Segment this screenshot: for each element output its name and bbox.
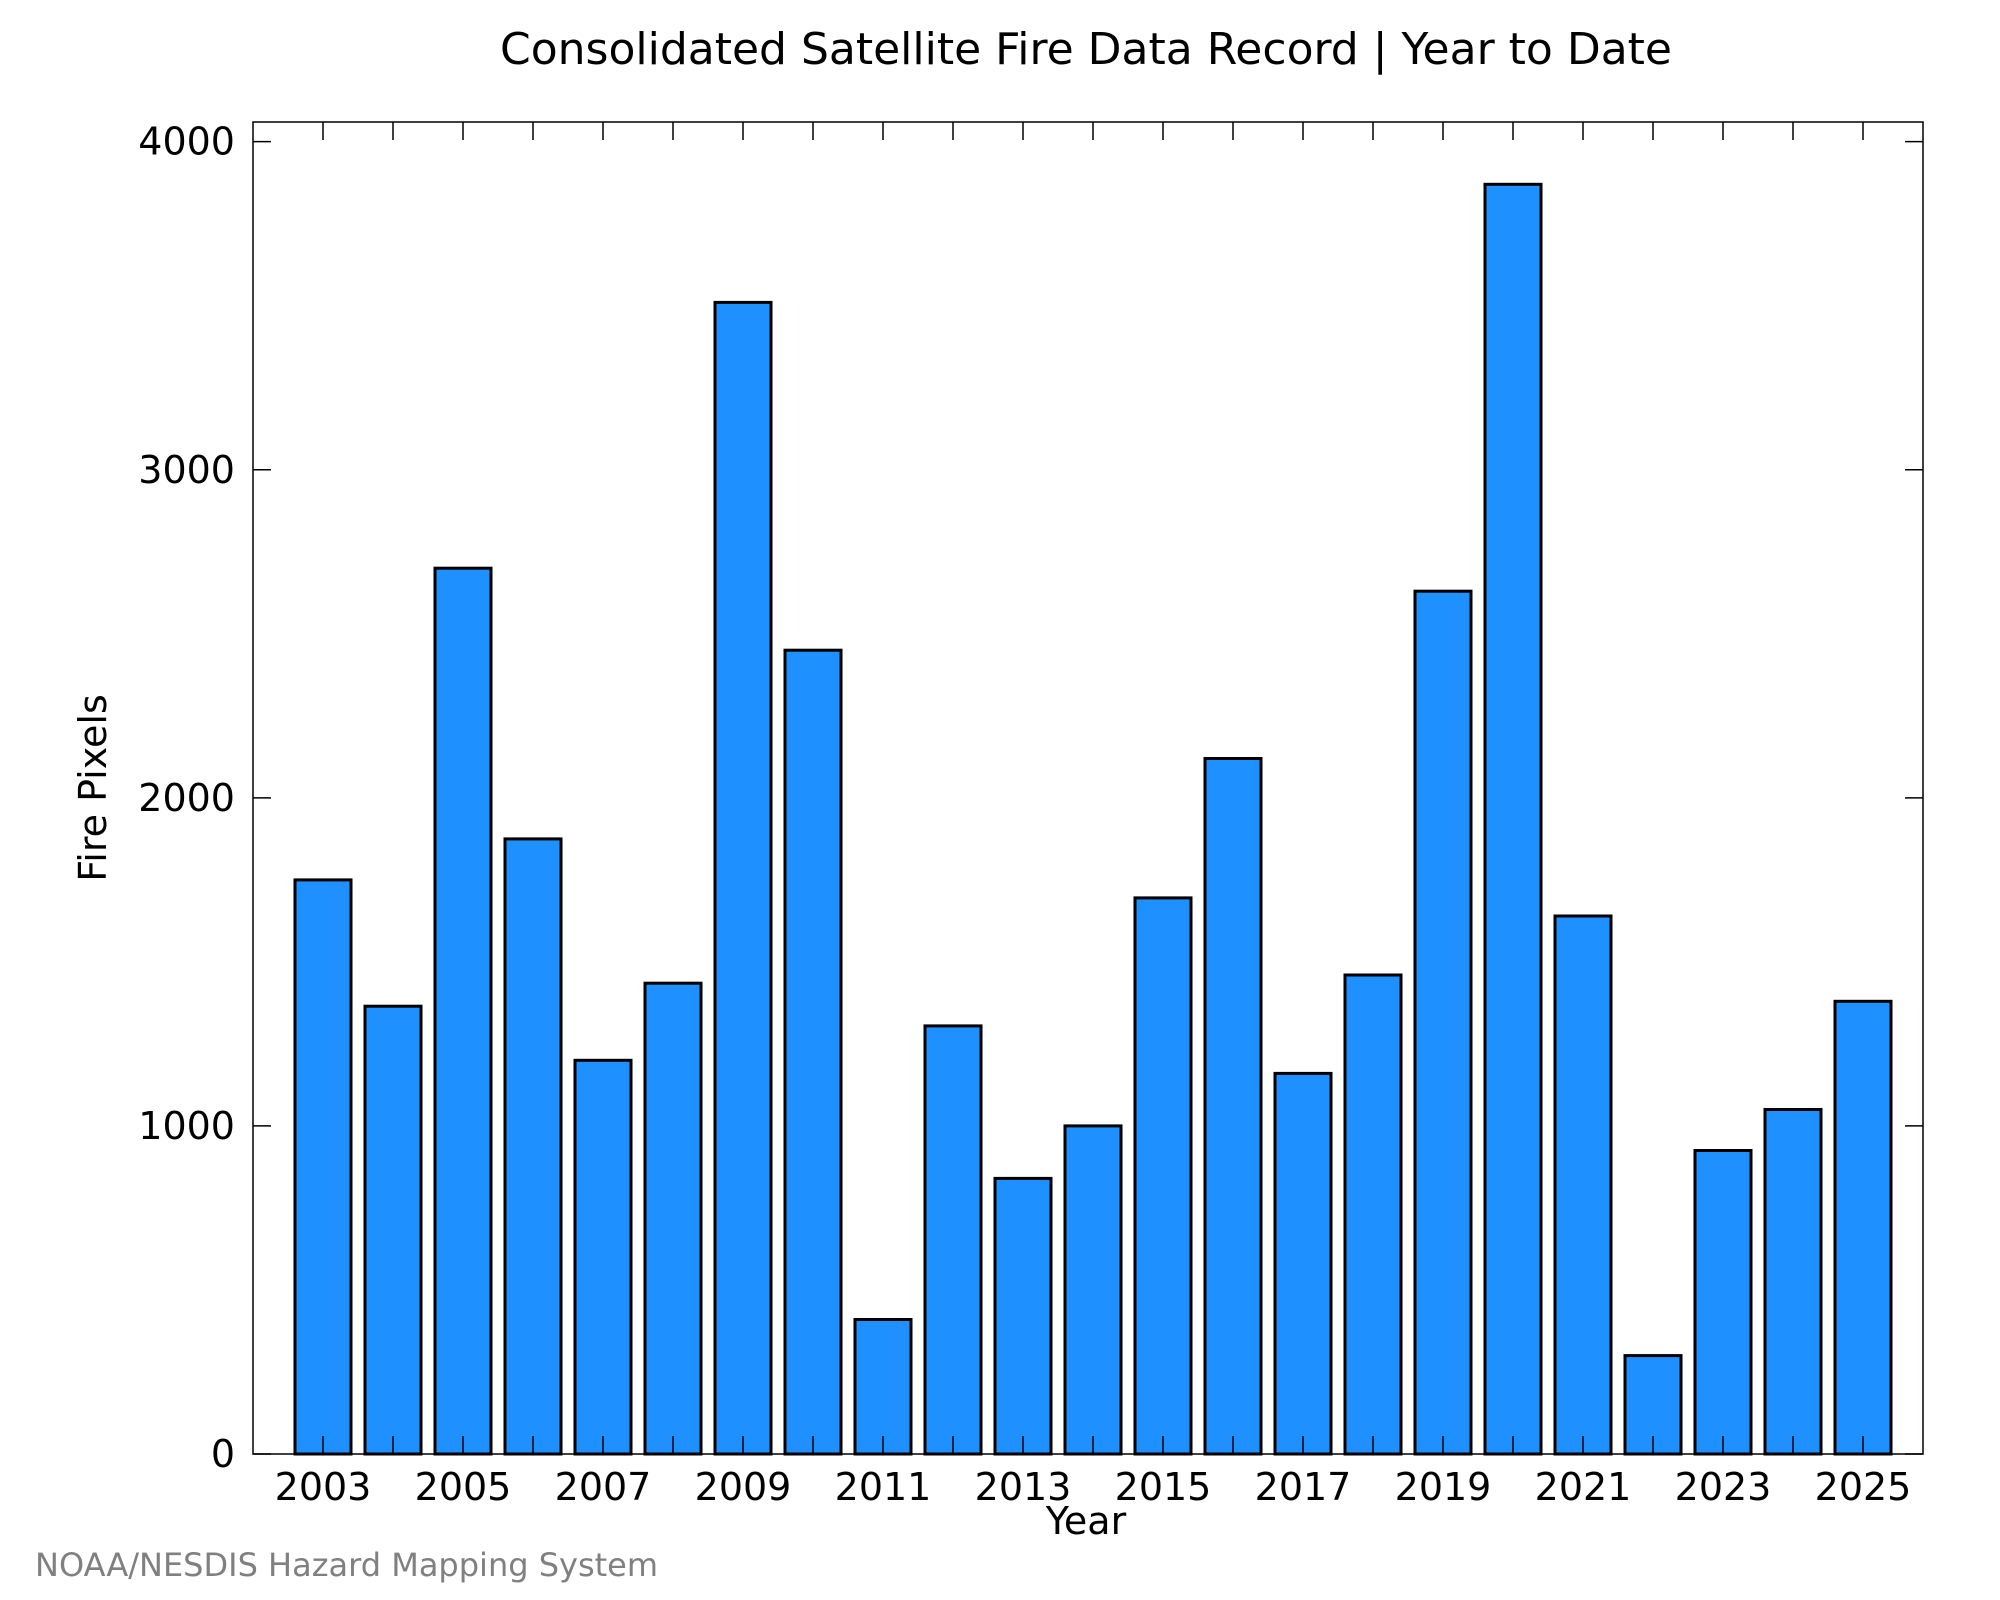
x-tick-label-2013: 2013	[975, 1465, 1072, 1509]
bar-2007	[573, 1058, 633, 1456]
x-tick-label-2009: 2009	[695, 1465, 792, 1509]
y-tick-label-3000: 3000	[138, 448, 235, 492]
y-tick-label-4000: 4000	[138, 120, 235, 164]
x-tick-label-2015: 2015	[1115, 1465, 1212, 1509]
bar-2024	[1763, 1108, 1823, 1456]
bar-2015	[1133, 896, 1193, 1456]
source-credit: NOAA/NESDIS Hazard Mapping System	[35, 1546, 658, 1584]
chart-title: Consolidated Satellite Fire Data Record …	[500, 24, 1672, 75]
y-tick-label-1000: 1000	[138, 1104, 235, 1148]
y-axis: 0 1000 2000 3000 4000	[138, 120, 1923, 1476]
bar-2017	[1273, 1071, 1333, 1456]
x-axis: 2003 2005 2007 2009 2011 2013 2015 2017 2019 2021…	[275, 122, 1912, 1509]
bar-2011	[853, 1318, 913, 1456]
bar-2012	[923, 1024, 983, 1456]
bar-2019	[1413, 589, 1473, 1456]
x-tick-label-2011: 2011	[835, 1465, 932, 1509]
bar-2006	[503, 837, 563, 1456]
x-axis-label: Year	[1045, 1499, 1127, 1543]
bar-2004	[363, 1004, 423, 1456]
bar-2003	[293, 878, 353, 1456]
bars-group	[293, 182, 1893, 1456]
bar-2009	[713, 300, 773, 1456]
x-tick-label-2023: 2023	[1675, 1465, 1772, 1509]
bar-2025	[1833, 999, 1893, 1456]
x-tick-label-2021: 2021	[1535, 1465, 1632, 1509]
bar-2023	[1693, 1149, 1753, 1456]
x-tick-label-2019: 2019	[1395, 1465, 1492, 1509]
bar-2008	[643, 981, 703, 1456]
bar-2020	[1483, 182, 1543, 1456]
x-tick-label-2005: 2005	[415, 1465, 512, 1509]
x-tick-label-2003: 2003	[275, 1465, 372, 1509]
bar-2014	[1063, 1124, 1123, 1456]
y-axis-label: Fire Pixels	[71, 694, 115, 882]
bar-2021	[1553, 914, 1613, 1456]
bar-2013	[993, 1176, 1053, 1456]
bar-2018	[1343, 973, 1403, 1456]
x-tick-label-2007: 2007	[555, 1465, 652, 1509]
bar-2016	[1203, 757, 1263, 1456]
bar-2005	[433, 566, 493, 1456]
x-tick-label-2017: 2017	[1255, 1465, 1352, 1509]
x-tick-label-2025: 2025	[1815, 1465, 1912, 1509]
y-tick-label-2000: 2000	[138, 776, 235, 820]
bar-2010	[783, 648, 843, 1456]
y-tick-label-0: 0	[211, 1432, 235, 1476]
